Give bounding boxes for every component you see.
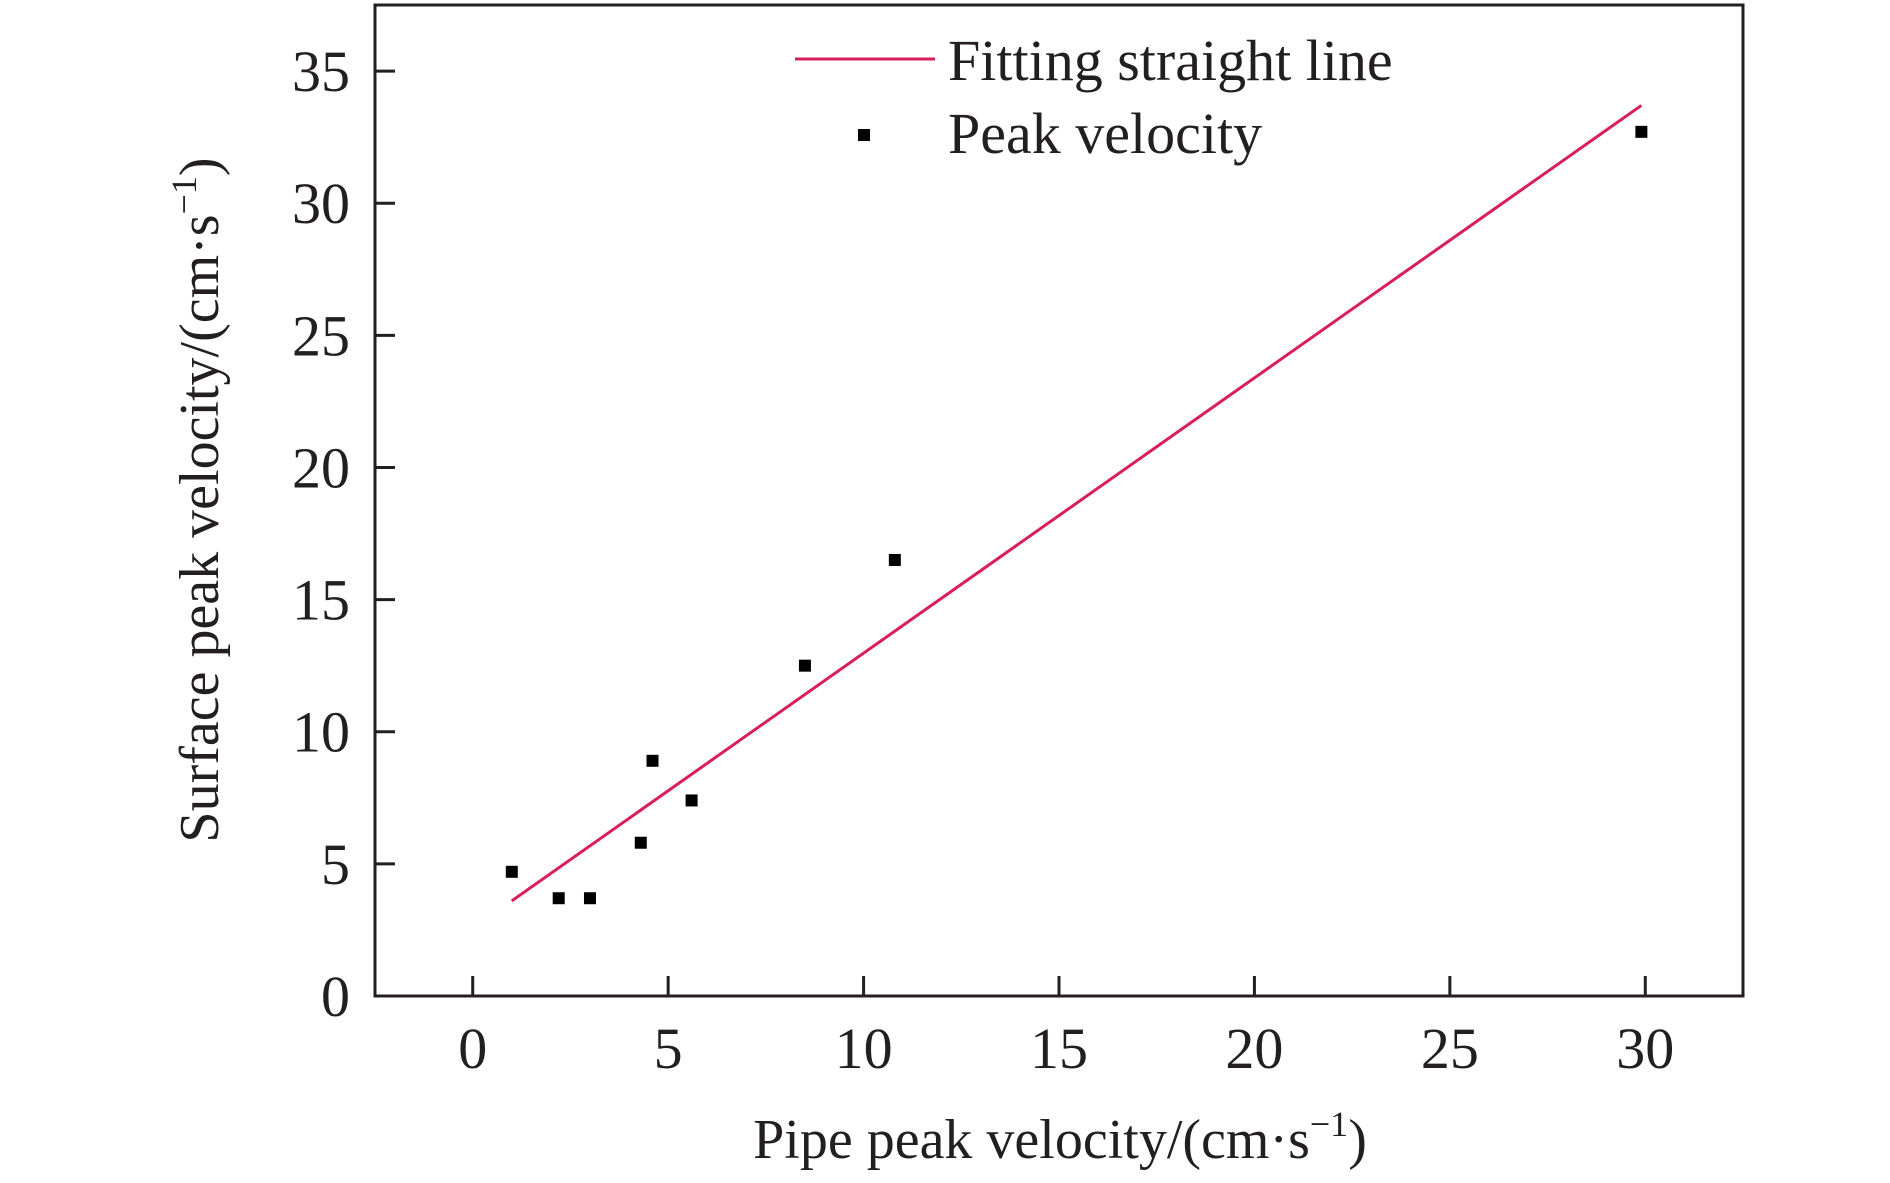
- x-axis-title-end: ): [1348, 1109, 1367, 1171]
- x-axis-title-superscript: −1: [1310, 1104, 1348, 1144]
- legend-label-peak-velocity: Peak velocity: [948, 101, 1262, 166]
- legend: Fitting straight line Peak velocity: [795, 28, 1393, 166]
- x-tick-label: 0: [458, 1016, 487, 1081]
- data-point: [1635, 125, 1648, 138]
- legend-point-swatch: [858, 129, 870, 141]
- data-layer: [505, 104, 1648, 905]
- y-axis-title-text: Surface peak velocity/(cm·s: [169, 214, 231, 842]
- x-axis-title: Pipe peak velocity/(cm·s−1): [753, 1104, 1367, 1171]
- x-tick-label: 25: [1421, 1016, 1479, 1081]
- data-point: [798, 659, 811, 672]
- data-point: [505, 865, 518, 878]
- y-tick-label: 25: [292, 303, 350, 368]
- y-tick-label: 30: [292, 171, 350, 236]
- data-point: [646, 754, 659, 767]
- plot-frame: [373, 3, 1745, 998]
- y-axis-title-superscript: −1: [164, 176, 204, 214]
- y-tick-label: 20: [292, 435, 350, 500]
- ticks-layer: 0 5 10 15 20 25 30 0 5 10 15 20 25 30 35: [292, 39, 1674, 1081]
- data-point: [583, 892, 596, 905]
- data-point: [634, 836, 647, 849]
- y-tick-label: 15: [292, 568, 350, 633]
- x-tick-label: 30: [1616, 1016, 1674, 1081]
- x-axis-title-text: Pipe peak velocity/(cm·s: [753, 1109, 1310, 1171]
- y-tick-label: 35: [292, 39, 350, 104]
- x-tick-label: 20: [1225, 1016, 1283, 1081]
- fit-line: [510, 104, 1643, 903]
- x-tick-label: 10: [835, 1016, 893, 1081]
- legend-label-fit-line: Fitting straight line: [948, 28, 1393, 93]
- x-tick-label: 15: [1030, 1016, 1088, 1081]
- y-tick-label: 5: [321, 832, 350, 897]
- y-tick-label: 0: [321, 964, 350, 1029]
- y-axis-title-end: ): [169, 157, 231, 176]
- data-point: [552, 892, 565, 905]
- data-point: [685, 794, 698, 807]
- x-tick-label: 5: [654, 1016, 683, 1081]
- data-point: [888, 553, 901, 566]
- y-tick-label: 10: [292, 700, 350, 765]
- y-axis-title: Surface peak velocity/(cm·s−1): [164, 157, 231, 842]
